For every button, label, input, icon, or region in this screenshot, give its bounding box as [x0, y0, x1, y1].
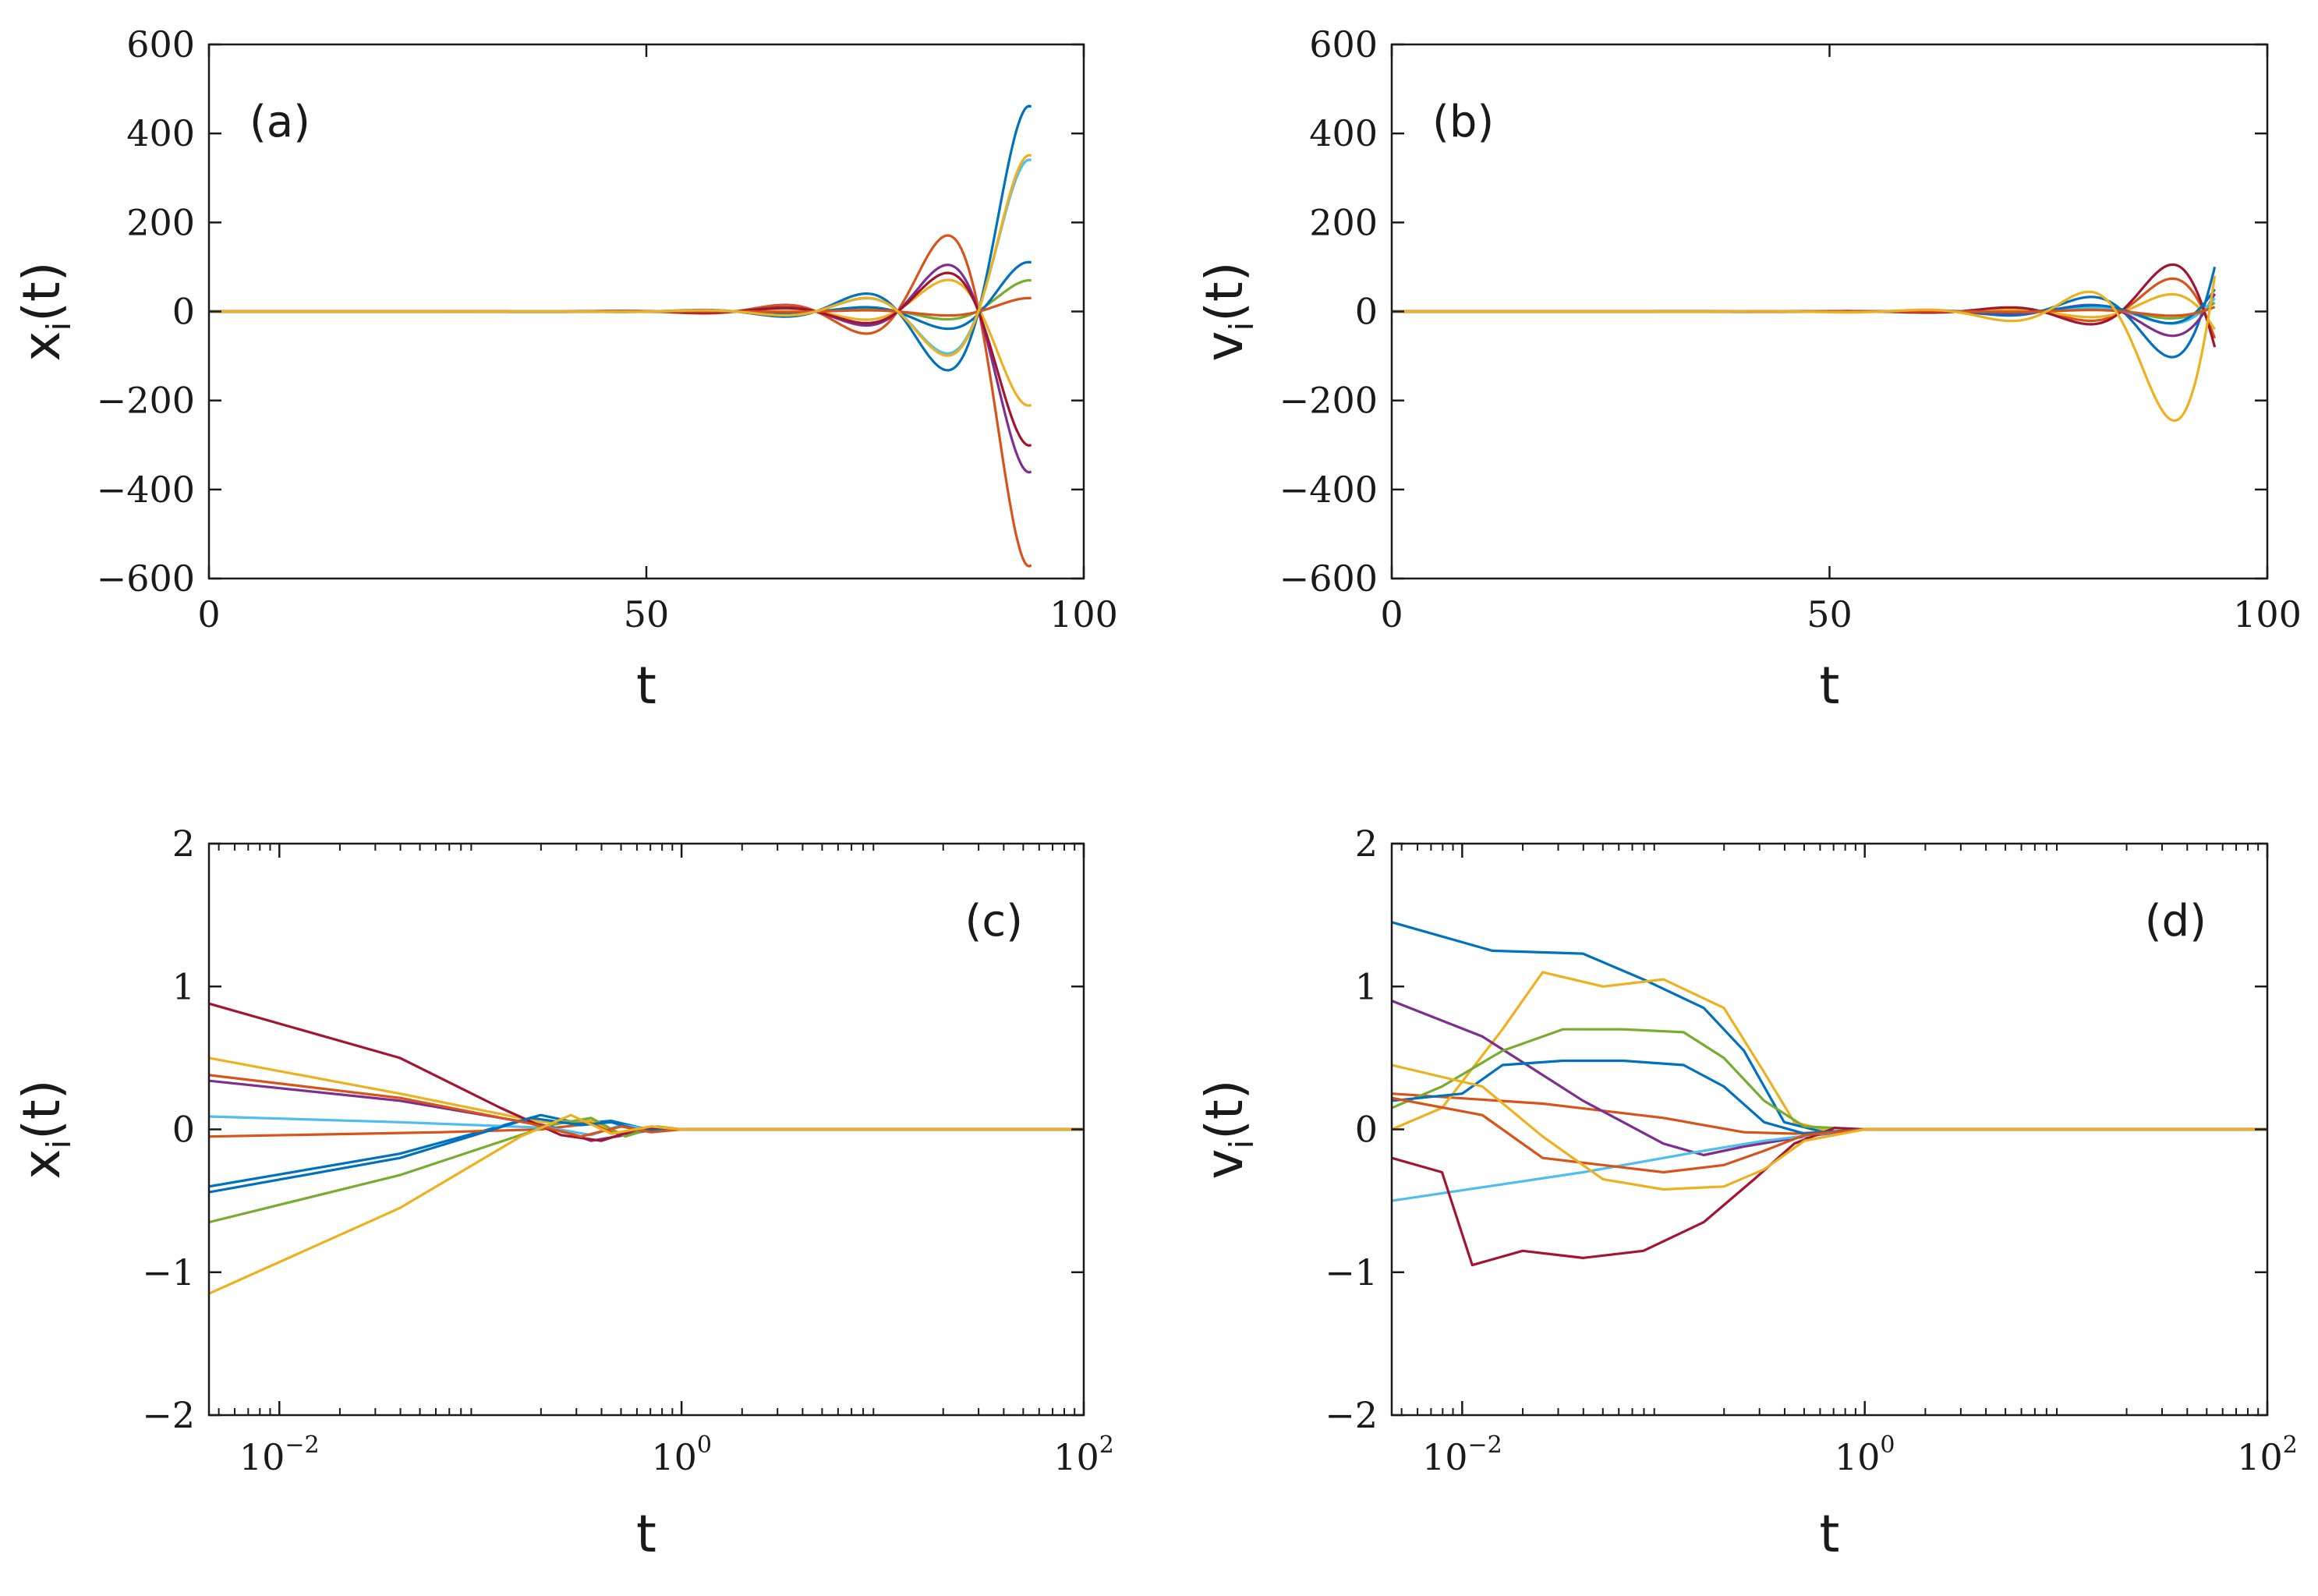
y-tick-label: 2 — [172, 823, 195, 865]
y-tick-label: −2 — [142, 1394, 195, 1436]
y-tick-label: 200 — [126, 201, 195, 243]
panel-label: (c) — [965, 896, 1023, 947]
series-line-10 — [1392, 275, 2217, 422]
x-tick-label: 10−2 — [1422, 1431, 1502, 1478]
series-line-3 — [1392, 971, 2267, 1134]
chart-panel-c: 2 1 0 −1 −2 10−2 100 102 t xi(t) (c) — [12, 823, 1114, 1564]
y-tick-label: 200 — [1309, 201, 1378, 243]
series-line-8 — [1392, 1059, 2267, 1135]
panel-label: (d) — [2145, 896, 2207, 947]
series-line-1 — [1392, 921, 2267, 1134]
y-axis-label: xi(t) — [12, 261, 78, 361]
x-tick-label: 100 — [1835, 1431, 1895, 1478]
x-axis-label: t — [1820, 656, 1840, 716]
y-tick-label: 600 — [1309, 23, 1378, 65]
series-line-3 — [209, 278, 1032, 407]
x-axis-label: t — [636, 656, 656, 716]
y-tick-label: −600 — [1279, 557, 1378, 600]
y-tick-label: 0 — [1355, 291, 1378, 333]
plot-area — [1392, 263, 2217, 422]
y-axis-label: vi(t) — [1194, 1079, 1261, 1179]
y-tick-label: 0 — [1355, 1109, 1378, 1151]
y-tick-label: −2 — [1325, 1394, 1378, 1436]
series-line-7 — [1392, 1127, 2267, 1267]
series-line-3 — [209, 1056, 1084, 1135]
x-tick-label: 0 — [197, 593, 220, 635]
y-tick-label: 400 — [1309, 112, 1378, 154]
panel-label: (b) — [1432, 97, 1494, 147]
x-tick-label: 100 — [651, 1431, 712, 1478]
series-line-1 — [209, 1113, 1084, 1188]
y-tick-label: −200 — [97, 380, 195, 422]
plot-area — [209, 104, 1032, 568]
y-tick-label: 1 — [172, 965, 195, 1007]
y-tick-label: 2 — [1355, 823, 1378, 865]
chart-panel-d: 2 1 0 −1 −2 10−2 100 102 t vi(t) (d) — [1194, 823, 2298, 1564]
series-line-9 — [1392, 1096, 2267, 1174]
y-tick-label: 0 — [172, 1109, 195, 1151]
series-line-2 — [209, 234, 1032, 568]
series-line-10 — [209, 1113, 1084, 1295]
x-tick-label: 0 — [1380, 593, 1403, 635]
series-line-10 — [1392, 1063, 2267, 1191]
y-tick-label: −400 — [1279, 469, 1378, 511]
y-tick-label: −400 — [97, 469, 195, 511]
y-tick-label: 1 — [1355, 965, 1378, 1007]
x-axis-label: t — [1820, 1504, 1840, 1564]
series-line-1 — [209, 104, 1032, 372]
series-line-7 — [209, 271, 1032, 447]
y-tick-label: 400 — [126, 112, 195, 154]
y-axis-label: xi(t) — [12, 1079, 78, 1179]
y-tick-label: −1 — [1325, 1251, 1378, 1293]
x-tick-label: 100 — [1049, 593, 1118, 635]
series-line-6 — [1392, 1127, 2267, 1202]
x-axis-label: t — [636, 1504, 656, 1564]
x-tick-label: 50 — [1807, 593, 1853, 635]
y-tick-label: −200 — [1279, 380, 1378, 422]
y-axis-label: vi(t) — [1194, 261, 1261, 361]
series-line-5 — [1392, 1028, 2267, 1131]
x-tick-label: 102 — [1053, 1431, 1114, 1478]
x-tick-label: 102 — [2237, 1431, 2298, 1478]
plot-area — [1392, 921, 2267, 1267]
x-tick-label: 50 — [624, 593, 670, 635]
y-tick-label: −600 — [97, 557, 195, 600]
y-tick-label: −1 — [142, 1251, 195, 1293]
x-tick-label: 10−2 — [239, 1431, 320, 1478]
x-tick-label: 100 — [2233, 593, 2302, 635]
series-line-10 — [209, 154, 1032, 357]
y-tick-label: 600 — [126, 23, 195, 65]
y-tick-label: 0 — [172, 291, 195, 333]
panel-label: (a) — [249, 97, 310, 147]
series-line-4 — [1392, 292, 2217, 338]
plot-area — [209, 1002, 1084, 1295]
